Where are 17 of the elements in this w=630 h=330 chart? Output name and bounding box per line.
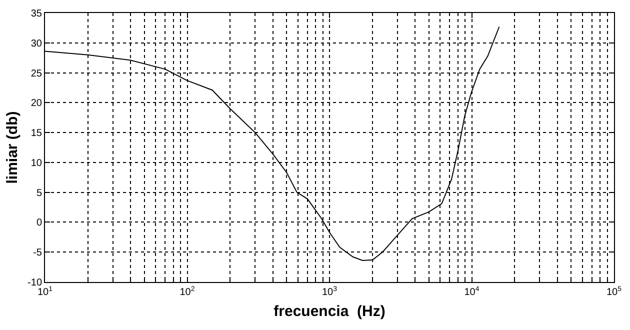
y-tick-label: 0: [36, 218, 42, 229]
y-tick-label: 5: [36, 188, 42, 199]
y-axis-title: limiar (db): [4, 111, 21, 184]
x-tick-label: 10$^{1}$: [37, 286, 53, 298]
x-axis-title: frecuencia (Hz): [274, 303, 386, 320]
x-tick-label: 10$^{3}$: [322, 286, 338, 298]
x-tick-label: 10$^{5}$: [606, 286, 622, 298]
y-tick-label: 10: [30, 158, 42, 169]
x-tick-label: 10$^{2}$: [180, 286, 195, 298]
y-tick-label: 20: [30, 98, 42, 110]
y-tick-label: 15: [30, 128, 42, 140]
x-tick-label: 10$^{4}$: [464, 286, 480, 298]
y-tick-label: -10: [28, 278, 42, 288]
y-tick-label: 30: [30, 38, 42, 50]
y-tick-label: 35: [30, 8, 42, 20]
y-tick-label: 25: [30, 68, 42, 80]
y-tick-label: -5: [33, 248, 42, 259]
